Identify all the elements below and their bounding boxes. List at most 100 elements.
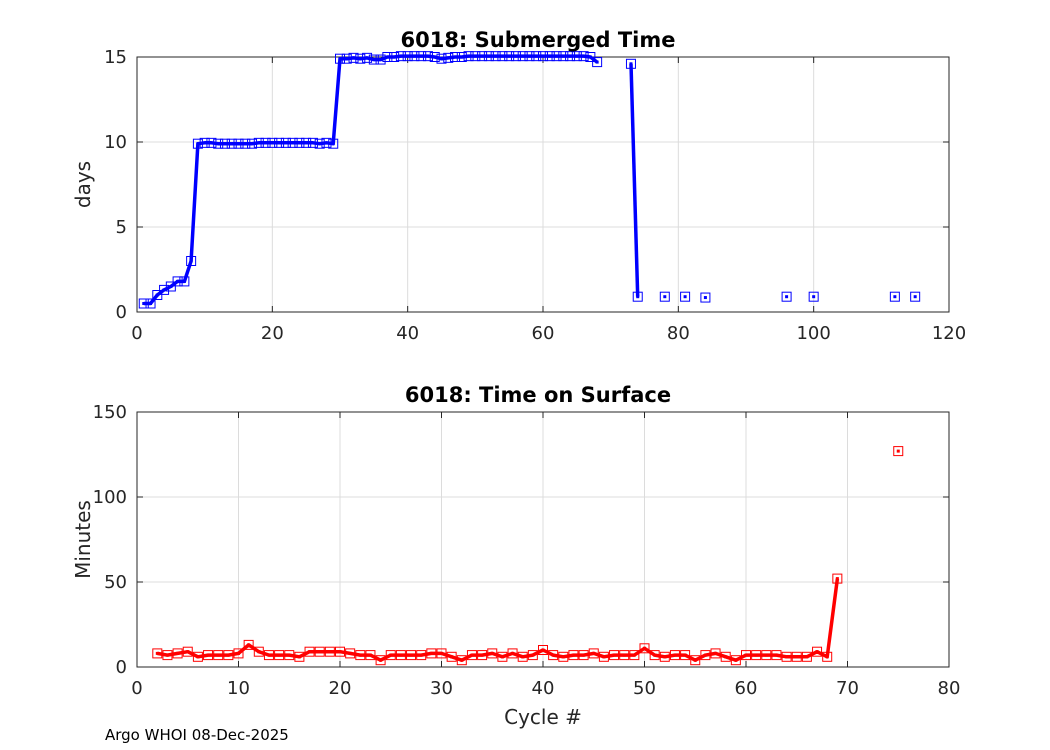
data-point-marker [274,137,285,148]
data-point-dot [223,142,227,146]
data-point-marker [213,650,224,661]
data-point-marker [307,137,318,148]
data-point-marker [456,655,467,666]
data-point-marker [145,298,156,309]
data-point-marker [730,655,741,666]
data-point-marker [375,54,386,65]
data-point-dot [399,653,403,657]
data-point-dot [176,279,180,283]
axes-box [136,411,950,668]
x-tick-label: 60 [735,678,758,699]
x-tick-label: 30 [430,678,453,699]
data-point-marker [138,298,149,309]
data-point-marker [152,290,163,300]
data-point-dot [815,650,819,654]
data-point-dot [764,653,768,657]
data-point-dot [500,54,504,58]
data-point-dot [446,56,450,60]
data-point-dot [389,653,393,657]
data-point-dot [473,54,477,58]
data-point-marker [365,650,376,661]
y-tick-label: 150 [93,402,127,423]
data-point-marker [219,138,230,149]
data-point-marker [470,51,481,62]
data-point-dot [311,141,315,145]
data-point-marker [659,651,670,662]
data-point-dot [494,54,498,58]
data-point-dot [835,577,839,581]
data-point-dot [237,142,240,146]
data-point-dot [734,658,738,662]
data-point-marker [226,138,237,149]
data-point-dot [297,655,301,659]
data-point-marker [450,52,461,62]
data-point-dot [284,141,288,145]
data-point-marker [382,52,393,62]
data-point-marker [263,650,274,661]
data-point-marker [284,650,295,661]
data-point-marker [812,646,823,657]
data-point-marker [781,651,792,662]
data-point-dot [372,58,376,62]
data-point-dot [500,655,504,659]
data-point-dot [440,57,443,61]
data-point-dot [155,293,159,297]
data-point-marker [680,291,691,302]
data-point-dot [392,55,396,59]
data-point-dot [186,650,190,654]
data-point-marker [243,639,254,650]
data-point-dot [365,56,369,60]
data-point-dot [226,653,230,657]
data-point-dot [460,55,464,59]
data-point-dot [358,653,362,657]
data-point-dot [379,658,383,662]
data-point-marker [233,648,244,659]
x-tick-label: 40 [396,323,419,344]
data-point-marker [213,138,224,149]
data-point-dot [250,142,254,146]
data-point-dot [165,653,169,657]
data-point-dot [358,57,362,61]
data-point-dot [270,141,274,145]
data-point-marker [558,51,569,62]
data-point-dot [514,54,518,58]
data-point-dot [673,653,677,657]
x-tick-label: 20 [261,323,284,344]
data-point-marker [253,137,264,148]
data-point-marker [592,57,603,68]
data-point-dot [527,54,531,58]
data-point-marker [429,52,440,62]
y-tick-label: 15 [104,47,127,68]
data-point-dot [368,653,372,657]
data-point-marker [893,446,904,457]
data-point-marker [771,650,782,661]
submerged-time-chart: 0 20 40 60 80 100 120 0 5 10 15 6018: Submerged Tim… [71,28,966,344]
data-point-dot [582,54,586,58]
chart-title: 6018: Submerged Time [400,28,675,52]
x-tick-label: 10 [227,678,250,699]
data-point-dot [592,651,596,655]
data-point-dot [561,54,565,58]
data-point-marker [152,648,163,659]
data-point-marker [422,51,433,62]
data-point-dot [230,142,234,146]
data-point-marker [720,651,731,662]
data-point-dot [480,54,484,58]
data-point-dot [703,296,707,300]
data-point-dot [338,650,342,654]
data-point-dot [328,650,332,654]
x-tick-label: 80 [667,323,690,344]
data-point-dot [304,141,308,145]
data-point-marker [159,284,170,295]
data-point-dot [169,285,173,288]
data-point-dot [247,643,251,647]
data-point-marker [524,51,535,62]
data-point-marker [368,54,379,65]
data-point-dot [487,54,491,58]
data-point-dot [588,55,592,59]
y-tick-label: 0 [116,302,127,323]
data-point-dot [189,259,193,263]
data-point-marker [280,137,291,148]
data-point-marker [741,650,751,661]
data-point-marker [426,648,437,659]
